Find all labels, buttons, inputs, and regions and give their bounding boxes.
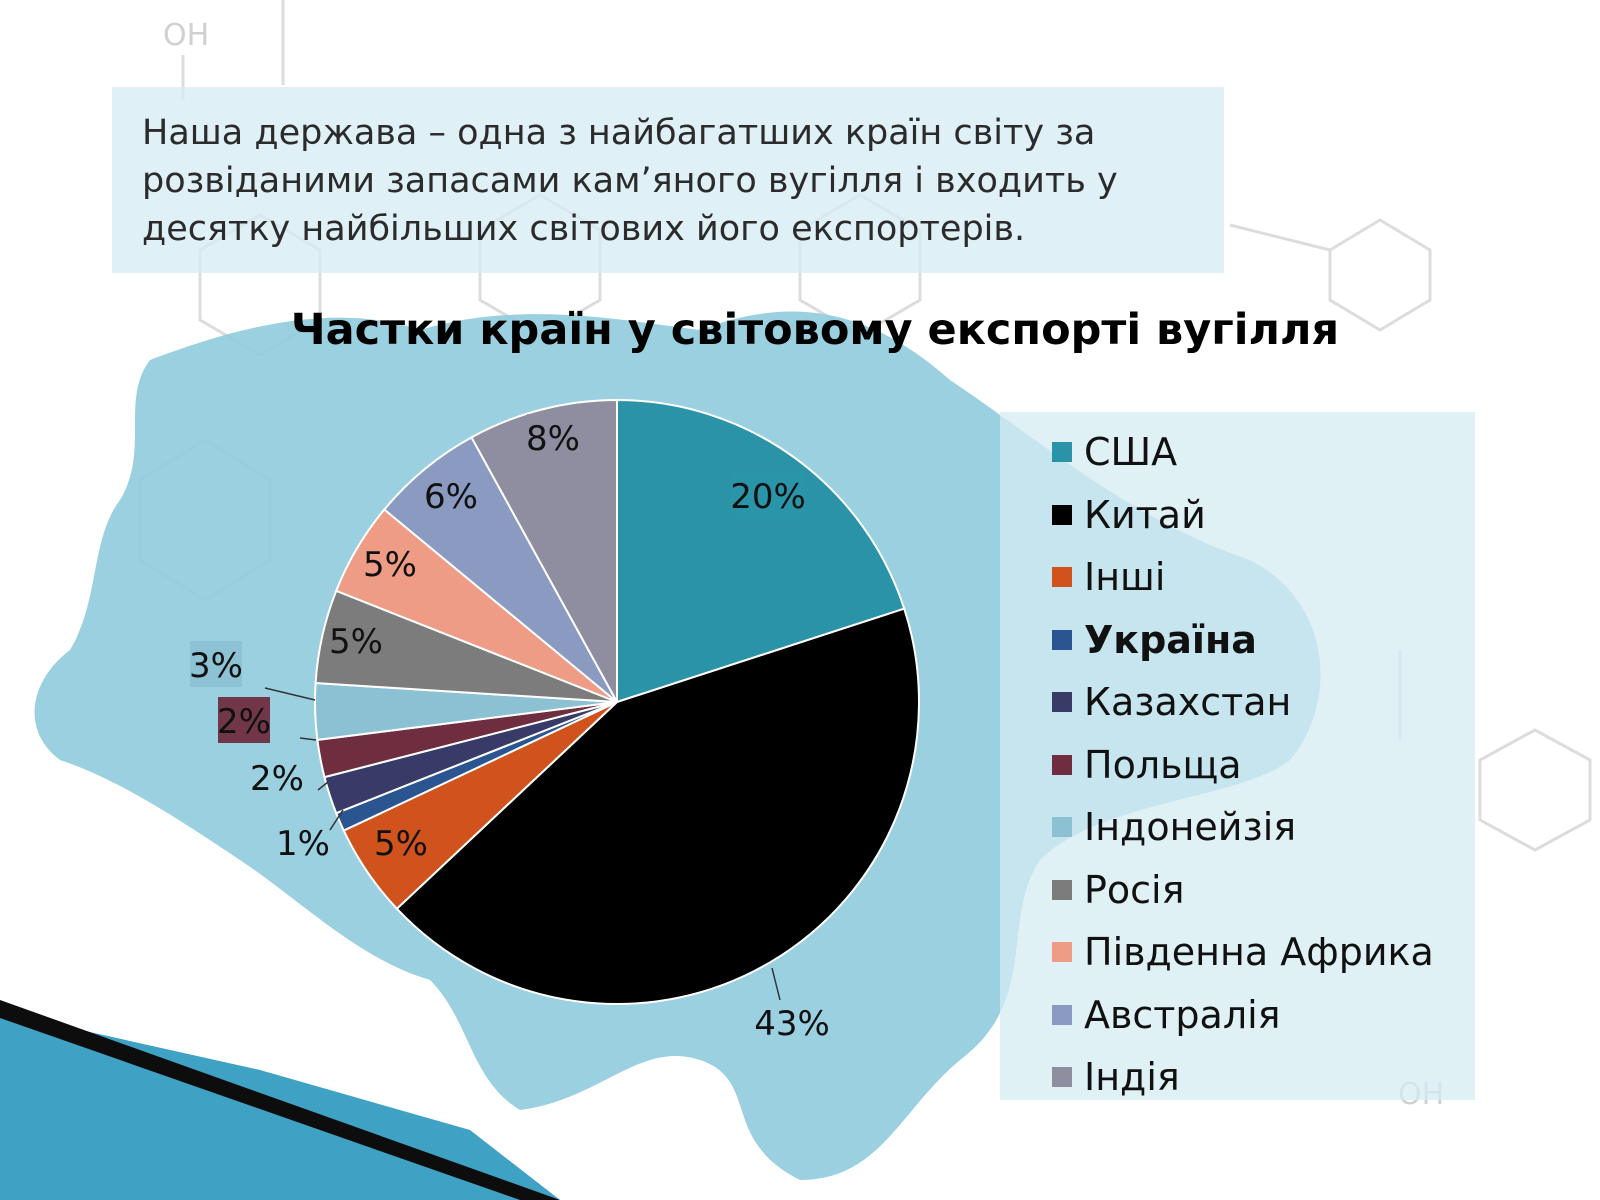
- legend-item-4: Казахстан: [1052, 672, 1291, 732]
- pie-label-4: 2%: [250, 759, 304, 799]
- leader-line-4: [317, 781, 329, 791]
- pie-label-6: 3%: [189, 646, 243, 686]
- legend-label-3: Україна: [1084, 617, 1257, 662]
- legend-label-10: Індія: [1084, 1055, 1180, 1099]
- leader-line-6: [264, 687, 316, 701]
- legend-label-4: Казахстан: [1084, 680, 1292, 724]
- pie-label-10: 8%: [526, 419, 580, 459]
- pie-label-bg-6: [190, 641, 242, 687]
- legend-label-8: Південна Африка: [1084, 930, 1434, 974]
- pie-slice-1: [395, 607, 920, 1005]
- pie-label-3: 1%: [276, 824, 330, 864]
- pie-label-7: 5%: [329, 622, 383, 662]
- legend-swatch-1: [1052, 504, 1072, 525]
- legend-swatch-6: [1052, 817, 1072, 837]
- pie-label-0: 20%: [730, 477, 806, 517]
- legend-swatch-10: [1052, 1067, 1072, 1087]
- pie-label-2: 5%: [374, 824, 428, 864]
- legend-item-0: США: [1052, 422, 1177, 482]
- pie-slice-10: [470, 398, 618, 703]
- legend-label-2: Інші: [1084, 555, 1166, 599]
- legend-item-8: Південна Африка: [1052, 922, 1434, 982]
- svg-text:OH: OH: [163, 18, 209, 53]
- legend-swatch-7: [1052, 879, 1072, 900]
- chart-legend: США Китай Інші Україна Казахстан Польща Індоне…: [1000, 412, 1475, 1100]
- legend-item-2: Інші: [1052, 547, 1165, 607]
- legend-item-6: Індонейзія: [1052, 797, 1296, 857]
- pie-label-bg-2: [375, 819, 427, 865]
- pie-slice-0: [616, 398, 906, 704]
- legend-label-9: Австралія: [1084, 992, 1281, 1037]
- leader-line-5: [299, 737, 317, 741]
- leader-line-3: [329, 809, 344, 831]
- pie-label-bg-9: [425, 472, 477, 518]
- legend-label-1: Китай: [1084, 492, 1206, 537]
- legend-item-9: Австралія: [1052, 985, 1281, 1045]
- legend-label-5: Польща: [1084, 742, 1242, 787]
- chart-title: Частки країн у світовому експорті вугілл…: [290, 305, 1340, 355]
- legend-item-7: Росія: [1052, 860, 1184, 920]
- legend-swatch-5: [1052, 754, 1072, 775]
- legend-label-7: Росія: [1084, 867, 1185, 912]
- legend-item-10: Індія: [1052, 1047, 1180, 1107]
- legend-swatch-2: [1052, 567, 1072, 587]
- pie-label-8: 5%: [363, 545, 417, 585]
- pie-label-bg-5: [218, 697, 270, 743]
- leader-line-1: [771, 967, 781, 1001]
- legend-label-6: Індонейзія: [1084, 805, 1297, 849]
- legend-item-5: Польща: [1052, 735, 1242, 795]
- legend-label-0: США: [1084, 430, 1178, 474]
- legend-item-1: Китай: [1052, 485, 1206, 545]
- legend-swatch-8: [1052, 942, 1072, 962]
- legend-swatch-4: [1052, 692, 1072, 712]
- pie-label-bg-10: [527, 414, 579, 460]
- legend-swatch-9: [1052, 1004, 1072, 1025]
- pie-label-9: 6%: [424, 477, 478, 517]
- legend-swatch-0: [1052, 442, 1072, 462]
- intro-text: Наша держава – одна з найбагатших країн …: [142, 113, 1118, 249]
- pie-label-1: 43%: [754, 1004, 830, 1044]
- pie-label-bg-7: [330, 617, 382, 663]
- pie-label-bg-0: [731, 472, 805, 518]
- legend-swatch-3: [1052, 629, 1072, 650]
- intro-text-box: Наша держава – одна з найбагатших країн …: [112, 87, 1224, 273]
- pie-label-bg-8: [364, 540, 416, 586]
- pie-label-5: 2%: [217, 702, 271, 742]
- legend-item-3: Україна: [1052, 610, 1257, 670]
